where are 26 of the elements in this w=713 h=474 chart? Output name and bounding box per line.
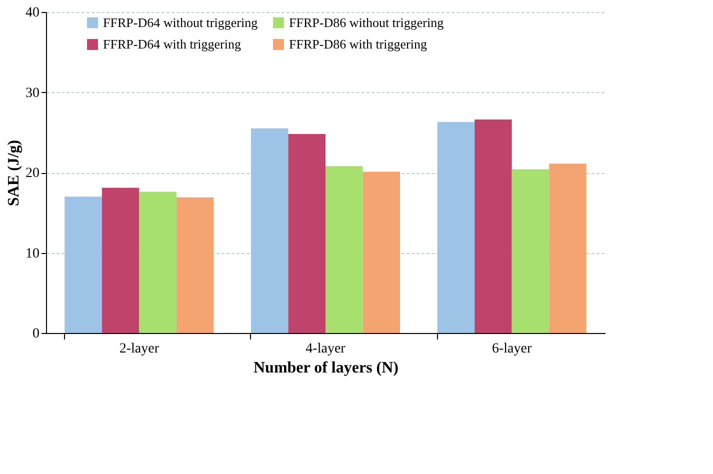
- bar: [288, 134, 326, 333]
- bar: [64, 196, 102, 333]
- bar: [326, 166, 363, 333]
- legend-label: FFRP-D64 without triggering: [103, 14, 258, 30]
- bar: [549, 164, 586, 333]
- bar: [362, 172, 400, 333]
- x-tick-label: 2-layer: [119, 342, 160, 356]
- x-tick-label: 6-layer: [492, 342, 532, 356]
- x-tick-label: 4-layer: [306, 342, 346, 356]
- y-tick-label: 10: [26, 246, 40, 262]
- y-axis-title: SAE (J/g): [6, 140, 22, 206]
- bar: [474, 120, 512, 333]
- y-tick-label: 20: [26, 166, 40, 181]
- bar: [102, 188, 140, 333]
- x-axis-title: Number of layers (N): [253, 360, 399, 376]
- y-tick-label: 0: [32, 326, 40, 342]
- bar: [437, 122, 475, 333]
- bar: [176, 197, 214, 333]
- bar: [512, 169, 550, 333]
- legend-label: FFRP-D86 with triggering: [289, 36, 428, 52]
- legend-label: FFRP-D86 without triggering: [289, 14, 444, 30]
- bar: [139, 192, 176, 333]
- y-tick-label: 30: [26, 86, 40, 101]
- legend-label: FFRP-D64 with triggering: [103, 36, 242, 52]
- y-tick-label: 40: [26, 6, 40, 20]
- bar: [250, 128, 288, 333]
